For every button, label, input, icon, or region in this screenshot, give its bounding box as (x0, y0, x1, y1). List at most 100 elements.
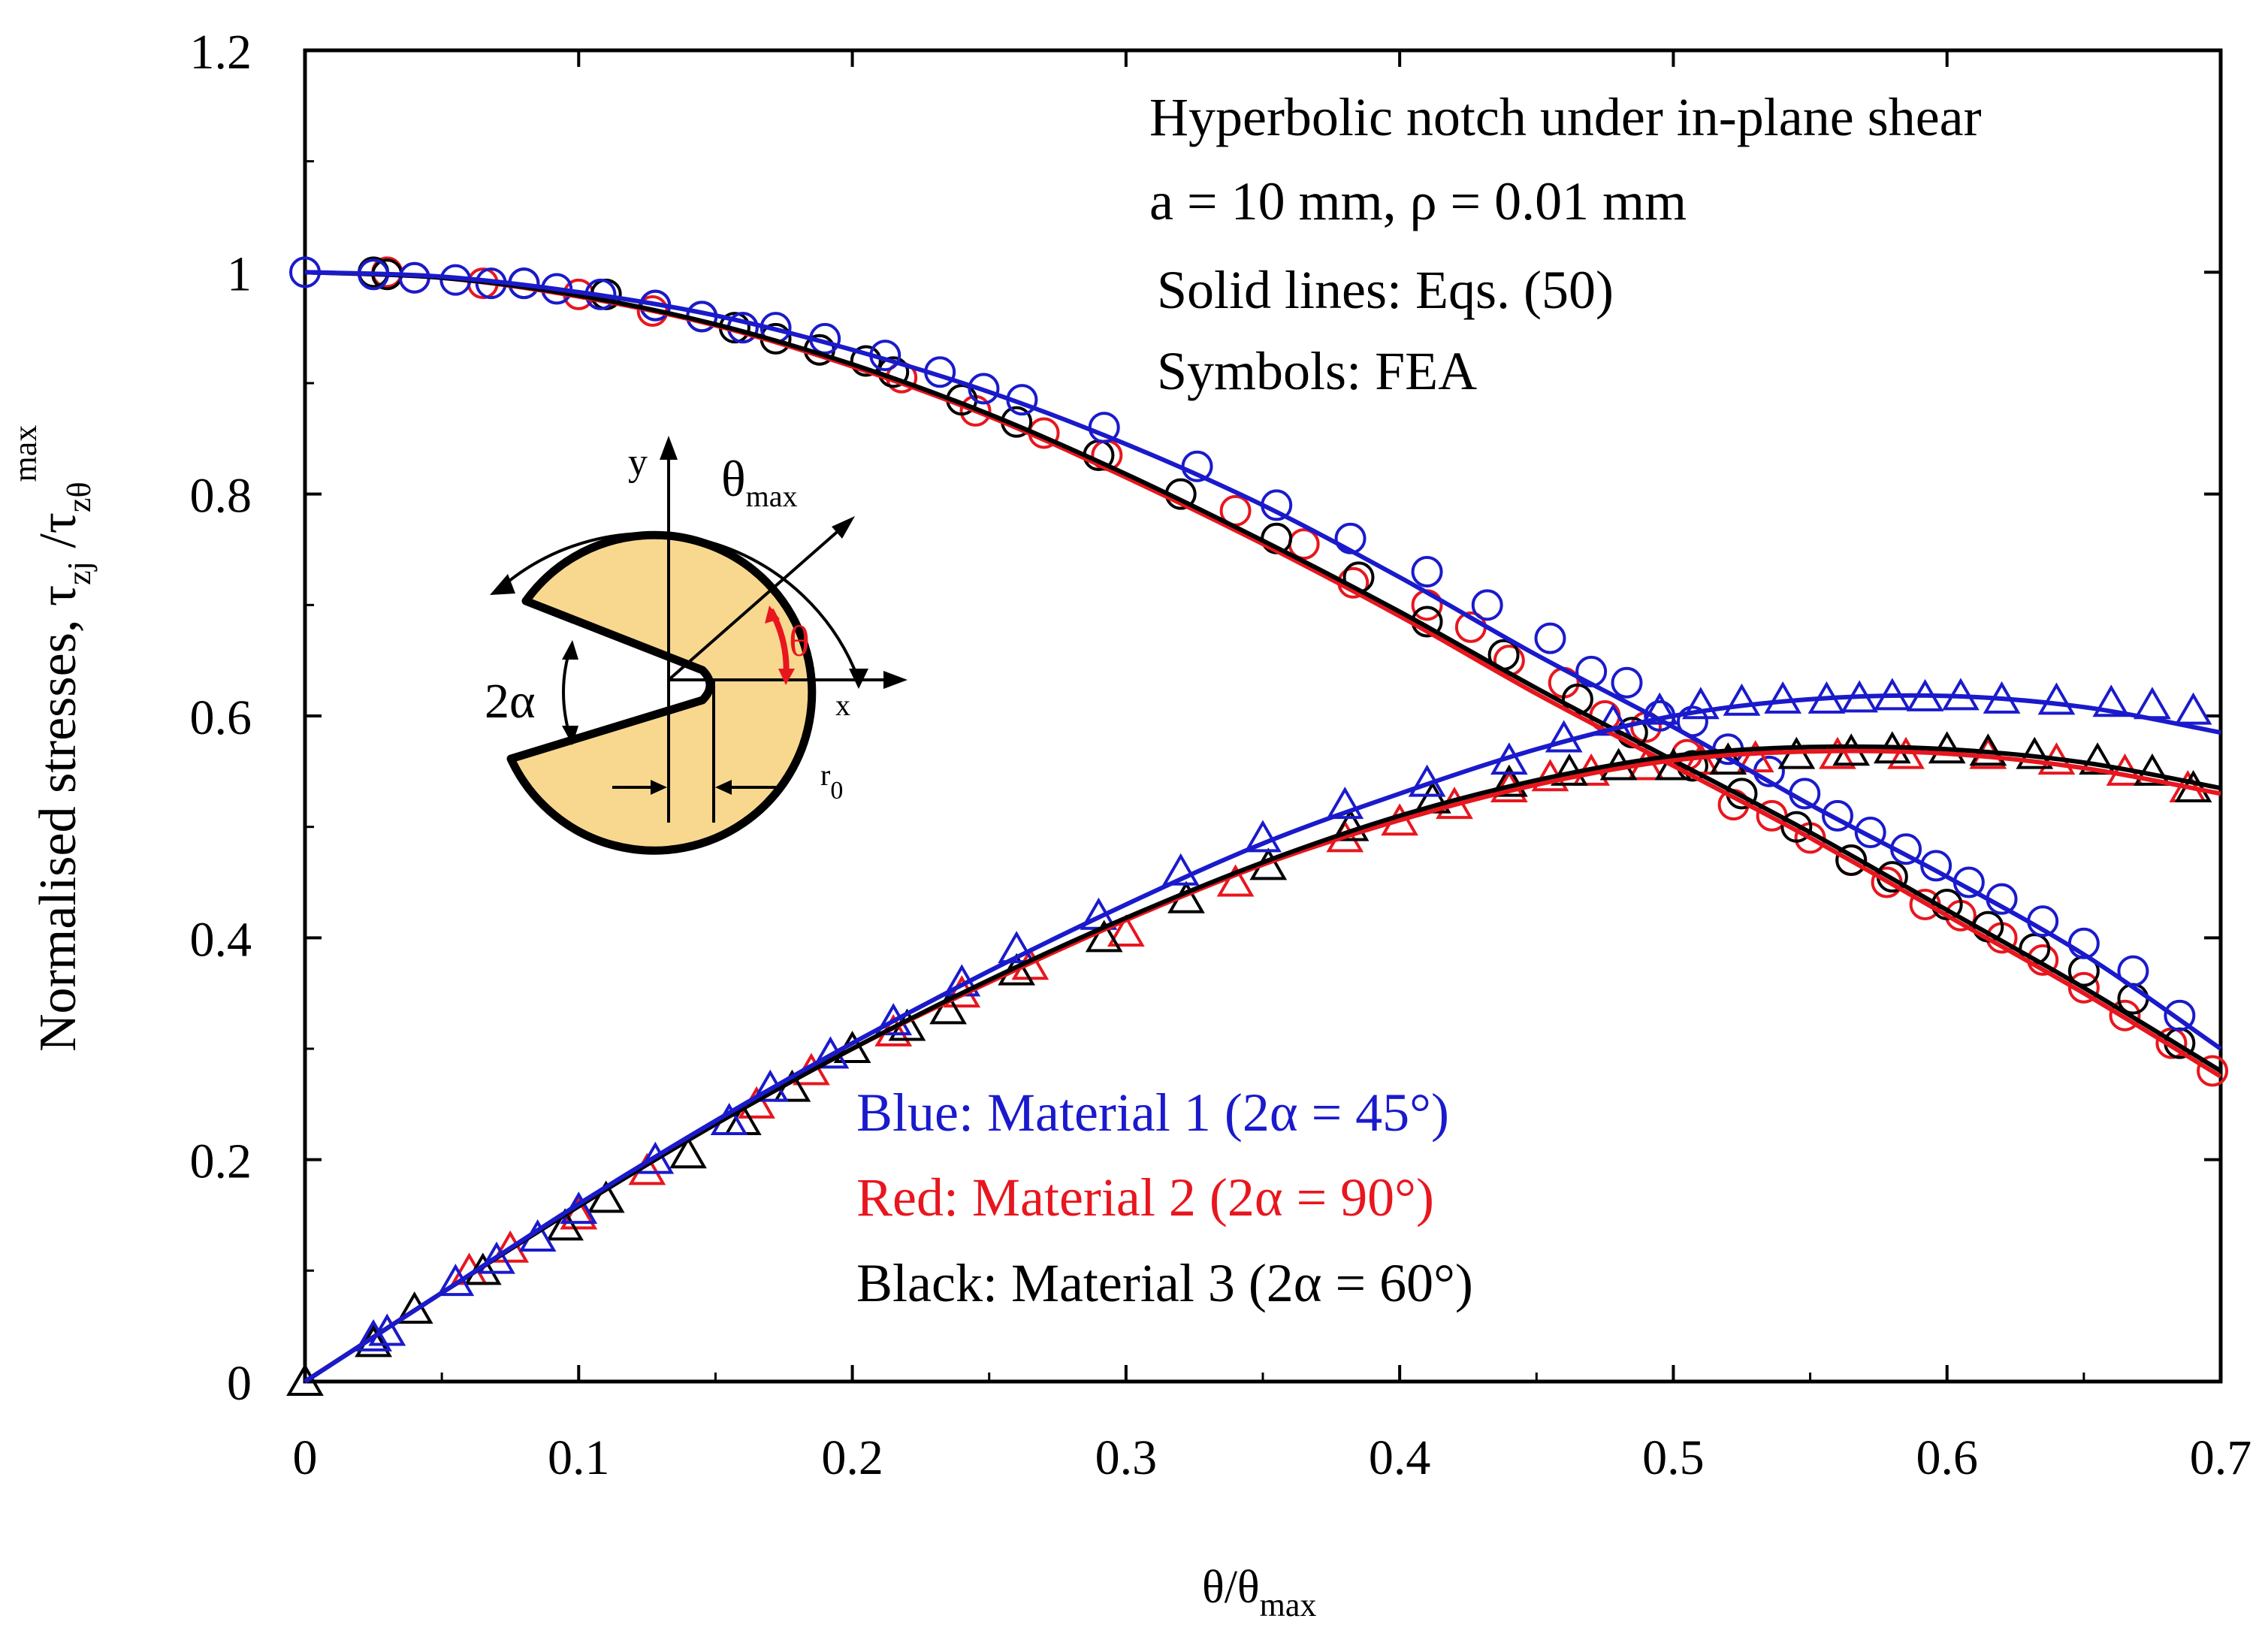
annotation-symbols-note: Symbols: FEA (1157, 341, 1477, 401)
inset-alpha-label: 2α (485, 674, 536, 729)
y-axis-label-sub1: zj (61, 561, 98, 585)
notch-body (506, 530, 817, 855)
annotation-lines-note: Solid lines: Eqs. (50) (1157, 260, 1614, 320)
fea-triangle-marker (560, 1197, 598, 1230)
y-tick-label: 0.6 (190, 690, 252, 745)
fea-triangle-marker (2079, 742, 2116, 775)
inset-x-label: x (835, 688, 850, 722)
legend-entry-material-3: Black: Material 3 (2α = 60°) (856, 1253, 1473, 1313)
inset-theta-label: θ (789, 617, 810, 666)
x-axis-ticks: 0 0.1 0.2 0.3 0.4 0.5 0.6 0.7 (293, 50, 2252, 1485)
fea-triangle-marker (395, 1291, 433, 1324)
annotation-block: Hyperbolic notch under in-plane shear a … (1149, 87, 1982, 401)
x-tick-label: 0.7 (2190, 1430, 2252, 1485)
inset-r0-main: r (820, 758, 830, 792)
legend: Blue: Material 1 (2α = 45°) Red: Materia… (856, 1083, 1473, 1313)
x-axis-label-sub: max (1260, 1587, 1317, 1623)
fea-triangle-marker (1490, 764, 1528, 797)
fea-triangle-marker (1764, 681, 1802, 714)
fea-circle-marker (2067, 971, 2100, 1004)
fea-triangle-marker (874, 1003, 913, 1036)
series-layer (286, 256, 2229, 1396)
fea-triangle-marker (2092, 684, 2131, 717)
fea-triangle-marker (478, 1241, 515, 1274)
fea-circle-marker (2109, 999, 2141, 1031)
fea-circle-marker (968, 373, 1000, 405)
fea-triangle-marker (2174, 692, 2212, 725)
fea-triangle-marker (998, 931, 1036, 964)
fea-triangle-marker (1736, 740, 1774, 773)
x-axis-arrowhead (883, 671, 908, 689)
theta-arrowhead-bottom (778, 669, 795, 685)
legend-entry-material-1: Blue: Material 1 (2α = 45°) (856, 1083, 1449, 1143)
y-axis-label-mid: /τ (29, 512, 87, 561)
r0-arrowhead-left (651, 780, 667, 795)
fea-triangle-marker (929, 992, 967, 1025)
radial-arrowhead (832, 516, 855, 539)
x-tick-label: 0 (293, 1430, 318, 1485)
fea-triangle-marker (546, 1208, 584, 1241)
x-tick-label: 0.6 (1916, 1430, 1978, 1485)
fea-triangle-marker (2134, 753, 2171, 786)
fea-triangle-marker (1681, 687, 1720, 720)
y-axis-arrowhead (660, 436, 678, 460)
fea-circle-marker (2164, 999, 2196, 1031)
fea-triangle-marker (636, 1141, 675, 1174)
x-axis-label: θ/θmax (1202, 1562, 1316, 1623)
theta-max-arc (500, 532, 860, 681)
fea-triangle-marker (1709, 742, 1747, 775)
inset-r0-label: r0 (820, 758, 843, 805)
fea-circle-marker (1835, 844, 1868, 876)
fea-triangle-marker (1331, 808, 1370, 841)
inset-theta-max-label: θmax (721, 450, 797, 513)
y-tick-label: 1.2 (190, 25, 252, 80)
fea-triangle-marker (491, 1230, 530, 1263)
y-axis-ticks: 0 0.2 0.4 0.6 0.8 1 1.2 (190, 25, 2221, 1411)
fea-circle-marker (850, 345, 882, 377)
fea-triangle-marker (286, 1364, 324, 1396)
fea-triangle-marker (1161, 853, 1200, 886)
annotation-params: a = 10 mm, ρ = 0.01 mm (1149, 171, 1687, 231)
fea-triangle-marker (1641, 692, 1679, 725)
legend-entry-material-2: Red: Material 2 (2α = 90°) (856, 1167, 1434, 1228)
series-line-material-1-z-z-max (304, 270, 2222, 1051)
alpha-arrowhead-bottom (562, 726, 578, 745)
series-line-material-1-zr-z-max (304, 693, 2221, 1384)
fea-circle-marker (1534, 622, 1566, 654)
y-axis-label: Normalised stresses, τzj /τzθmax (7, 425, 98, 1052)
y-axis-label-sub2: zθ (61, 482, 98, 512)
fea-circle-marker (1854, 817, 1886, 849)
fea-circle-marker (1611, 666, 1643, 699)
y-tick-label: 0.2 (190, 1134, 252, 1189)
series-line-material-3-z-z-max (304, 270, 2222, 1074)
fea-triangle-marker (1545, 720, 1583, 753)
fea-triangle-marker (1107, 914, 1145, 947)
inset-theta-max-main: θ (721, 450, 746, 507)
fea-triangle-marker (368, 1313, 406, 1346)
fea-triangle-marker (1216, 864, 1255, 897)
y-axis-label-sup: max (7, 425, 44, 482)
fea-circle-marker (1411, 556, 1443, 588)
x-tick-label: 0.2 (821, 1430, 883, 1485)
inset-y-label: y (628, 441, 648, 484)
fea-circle-marker (1780, 811, 1813, 843)
fea-triangle-marker (1244, 820, 1282, 853)
x-axis-label-main: θ/θ (1202, 1562, 1260, 1613)
y-tick-label: 0.4 (190, 912, 252, 967)
theta-max-arrowhead-left (490, 574, 515, 595)
fea-circle-marker (1822, 799, 1853, 832)
fea-triangle-marker (669, 1136, 707, 1169)
y-tick-label: 1 (227, 246, 252, 301)
fea-triangle-marker (2037, 682, 2076, 715)
x-tick-label: 0.4 (1369, 1430, 1431, 1485)
fea-triangle-marker (1085, 920, 1123, 953)
radial-line (667, 527, 843, 681)
x-tick-label: 0.1 (548, 1430, 610, 1485)
y-axis-label-main: Normalised stresses, τ (29, 585, 87, 1052)
fea-triangle-marker (1819, 736, 1856, 769)
y-tick-label: 0.8 (190, 469, 252, 524)
fea-triangle-marker (355, 1318, 392, 1351)
alpha-arrowhead-top (562, 640, 578, 660)
fea-triangle-marker (1723, 683, 1761, 716)
